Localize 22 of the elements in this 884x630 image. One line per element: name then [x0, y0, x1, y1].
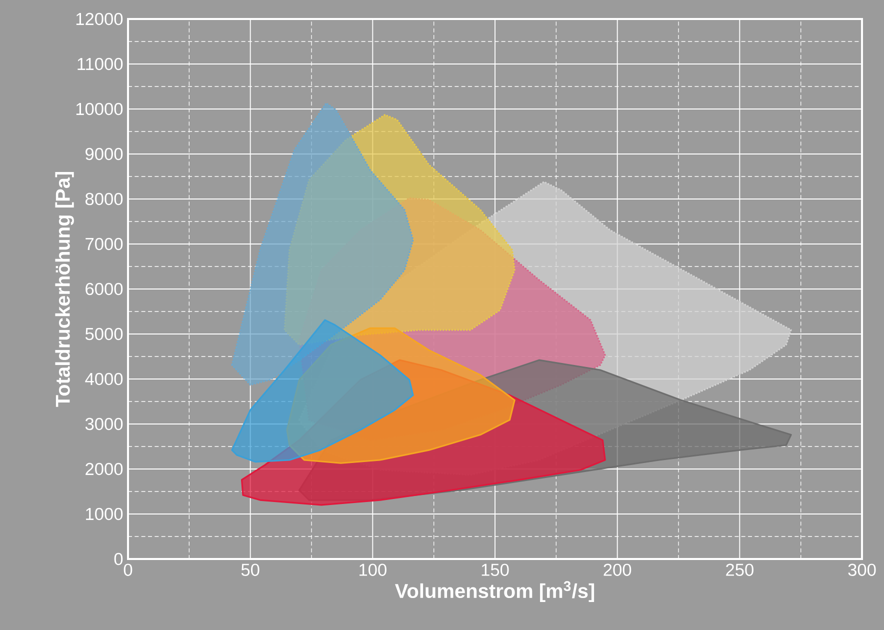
- y-axis-title: Totaldruckerhöhung [Pa]: [55, 172, 74, 407]
- y-tick-label: 6000: [86, 282, 123, 296]
- y-tick-label: 12000: [76, 12, 123, 26]
- y-tick-label: 5000: [85, 328, 123, 340]
- x-tick-label: 150: [482, 564, 509, 576]
- x-tick-label: 100: [360, 564, 386, 576]
- y-tick-label: 4000: [85, 372, 123, 386]
- x-tick-label: 250: [726, 564, 754, 576]
- y-tick-label: 10000: [76, 102, 123, 116]
- y-tick-label: 0: [114, 552, 123, 566]
- y-tick-label: 1000: [86, 508, 123, 520]
- x-tick-label: 300: [848, 564, 876, 576]
- y-tick-label: 2000: [86, 462, 123, 476]
- y-tick-label: 3000: [85, 418, 123, 430]
- x-tick-label: 200: [604, 564, 632, 576]
- x-tick-label: 0: [124, 564, 132, 576]
- x-axis-title: Volumenstrom [m$^{3}$/s]: [394, 581, 594, 602]
- y-tick-label: 11000: [78, 58, 123, 70]
- x-tick-label: 50: [241, 564, 260, 576]
- y-tick-label: 7000: [86, 238, 123, 250]
- y-tick-label: 8000: [85, 192, 123, 206]
- y-tick-label: 9000: [86, 148, 123, 160]
